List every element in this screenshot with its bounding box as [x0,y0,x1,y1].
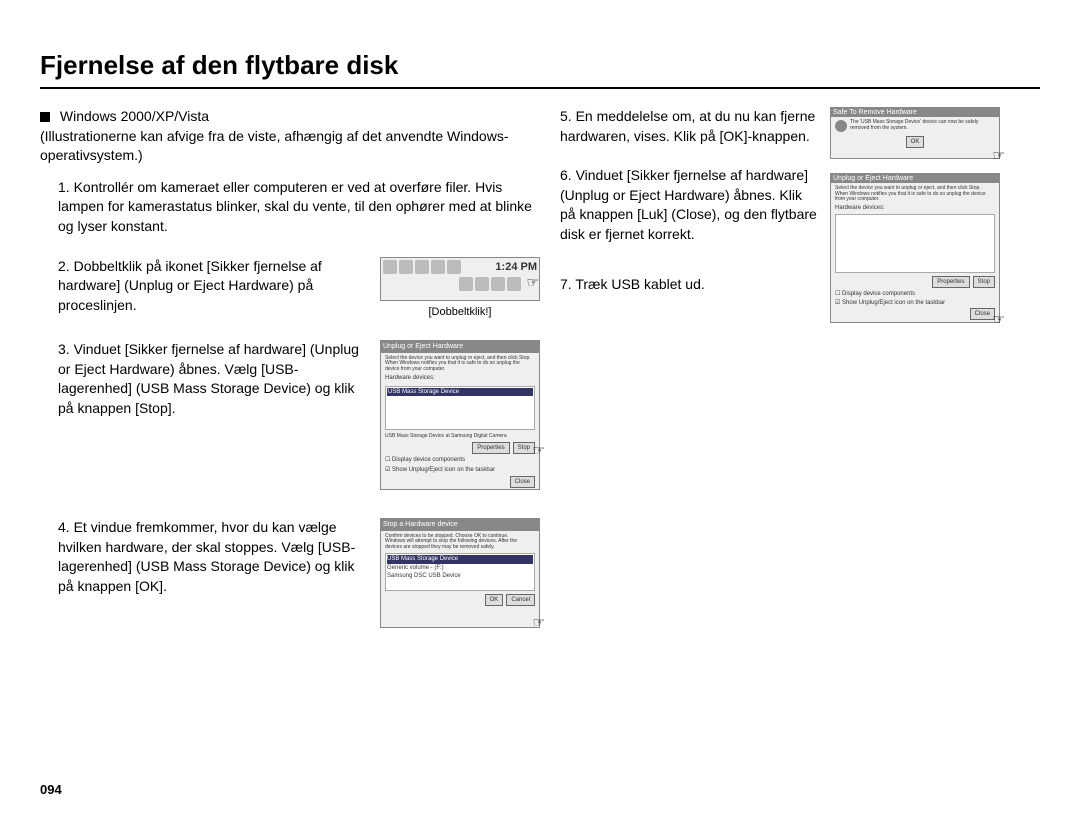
stop-device-dialog-figure: Stop a Hardware device Confirm devices t… [380,518,540,628]
safe-remove-alert-figure: Safe To Remove Hardware The 'USB Mass St… [830,107,1000,159]
checkbox-label: ☑ Show Unplug/Eject icon on the taskbar [835,299,995,306]
properties-button[interactable]: Properties [472,442,509,454]
step-text: Træk USB kablet ud. [575,276,704,292]
cursor-icon [529,617,543,631]
tray-icon [415,260,429,274]
list-item: USB Mass Storage Device [387,388,533,396]
dialog-hint: The 'USB Mass Storage Device' device can… [850,120,995,131]
step-number: 1. [58,179,70,195]
dialog-sub: USB Mass Storage Device at Samsung Digit… [385,433,535,440]
intro-note: (Illustrationerne kan afvige fra de vist… [40,128,508,164]
step-3: 3. Vinduet [Sikker fjernelse af hardware… [40,340,540,498]
tray-icon [399,260,413,274]
intro-block: Windows 2000/XP/Vista (Illustrationerne … [40,107,540,166]
step-7: 7. Træk USB kablet ud. [560,275,820,295]
step-number: 4. [58,519,70,535]
cursor-icon [523,277,537,291]
step-1: 1. Kontrollér om kameraet eller computer… [40,178,540,237]
dialog-title: Unplug or Eject Hardware [831,174,999,183]
cursor-icon [989,148,1003,162]
step-text: Vinduet [Sikker fjernelse af hardware] (… [560,167,817,242]
step-4: 4. Et vindue fremkommer, hvor du kan væl… [40,518,540,636]
tray-icon [383,260,397,274]
step-number: 5. [560,108,572,124]
dialog-title: Safe To Remove Hardware [831,108,999,117]
dialog-list: USB Mass Storage Device Generic volume -… [385,553,535,591]
tray-icon [431,260,445,274]
square-bullet-icon [40,112,50,122]
systray-figure: 1:24 PM [380,257,540,301]
cursor-icon [989,312,1003,326]
step-number: 7. [560,276,572,292]
checkbox-label: ☐ Display device components [835,290,995,297]
tray-caption: [Dobbeltklik!] [380,305,540,320]
step-number: 6. [560,167,572,183]
step-text: Vinduet [Sikker fjernelse af hardware] (… [58,341,359,416]
list-item: Samsung DSC USB Device [387,572,533,580]
unplug-dialog-figure: Unplug or Eject Hardware Select the devi… [380,340,540,490]
cursor-icon [529,445,543,459]
step-6: 6. Vinduet [Sikker fjernelse af hardware… [560,166,820,244]
checkbox-label: ☐ Display device components [385,456,535,464]
ok-button[interactable]: OK [485,594,504,606]
stop-button[interactable]: Stop [973,276,995,288]
step-5: 5. En meddelelse om, at du nu kan fjerne… [560,107,820,146]
dialog-title: Stop a Hardware device [381,519,539,531]
right-column: 5. En meddelelse om, at du nu kan fjerne… [560,107,1040,656]
tray-icon [447,260,461,274]
dialog-hint: Confirm devices to be stopped. Choose OK… [385,534,535,551]
dialog-hint: Select the device you want to unplug or … [835,186,995,203]
tray-icon [475,277,489,291]
page-title: Fjernelse af den flytbare disk [40,50,1040,89]
cancel-button[interactable]: Cancel [506,594,535,606]
tray-icon [459,277,473,291]
properties-button[interactable]: Properties [932,276,969,288]
close-button[interactable]: Close [510,476,535,488]
left-column: Windows 2000/XP/Vista (Illustrationerne … [40,107,540,656]
list-item: USB Mass Storage Device [387,555,533,563]
page-number: 094 [40,782,62,797]
step-text: Kontrollér om kameraet eller computeren … [58,179,532,234]
dialog-hint: Select the device you want to unplug or … [385,356,535,373]
step-2: 2. Dobbeltklik på ikonet [Sikker fjernel… [40,257,540,320]
ok-button[interactable]: OK [906,136,925,148]
step-number: 2. [58,258,70,274]
step-text: En meddelelse om, at du nu kan fjerne ha… [560,108,815,144]
dialog-list [835,214,995,273]
tray-icon [491,277,505,291]
step-text: Et vindue fremkommer, hvor du kan vælge … [58,519,355,594]
dialog-list: USB Mass Storage Device [385,386,535,430]
info-icon [835,120,847,132]
intro-heading: Windows 2000/XP/Vista [60,108,209,124]
step-number: 3. [58,341,70,357]
dialog-title: Unplug or Eject Hardware [381,341,539,353]
list-item: Generic volume - (F:) [387,564,533,572]
checkbox-label: ☑ Show Unplug/Eject icon on the taskbar [385,466,535,474]
tray-icon [507,277,521,291]
step-text: Dobbeltklik på ikonet [Sikker fjernelse … [58,258,322,313]
unplug-dialog-figure-2: Unplug or Eject Hardware Select the devi… [830,173,1000,323]
